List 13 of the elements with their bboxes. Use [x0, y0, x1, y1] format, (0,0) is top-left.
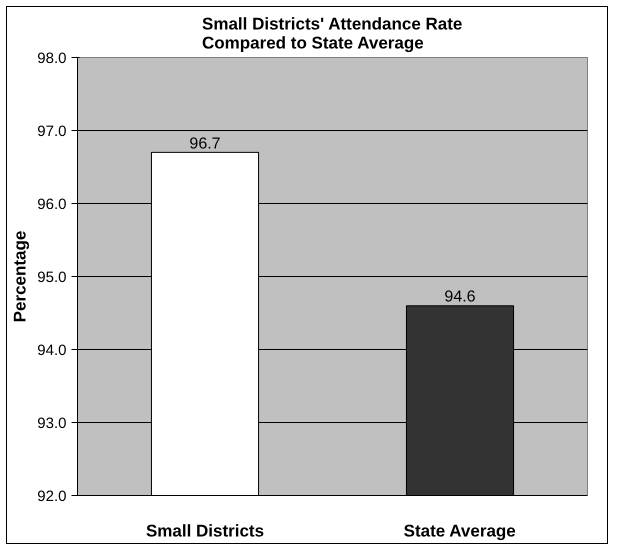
y-tick-label: 93.0: [37, 415, 67, 432]
y-tick-label: 98.0: [37, 50, 67, 67]
x-tick-label: Small Districts: [146, 522, 264, 540]
y-tick-label: 97.0: [37, 123, 67, 140]
data-label: 94.6: [444, 288, 476, 306]
data-label: 96.7: [189, 135, 221, 152]
y-tick-label: 94.0: [37, 342, 67, 359]
x-tick-label: State Average: [404, 522, 516, 540]
y-axis-title: Percentage: [10, 230, 30, 322]
y-tick-label: 95.0: [37, 269, 67, 286]
y-tick-label: 92.0: [37, 488, 67, 505]
y-tick-label: 96.0: [37, 196, 67, 213]
chart-title: Small Districts' Attendance Rate Compared to State Average: [202, 14, 462, 52]
